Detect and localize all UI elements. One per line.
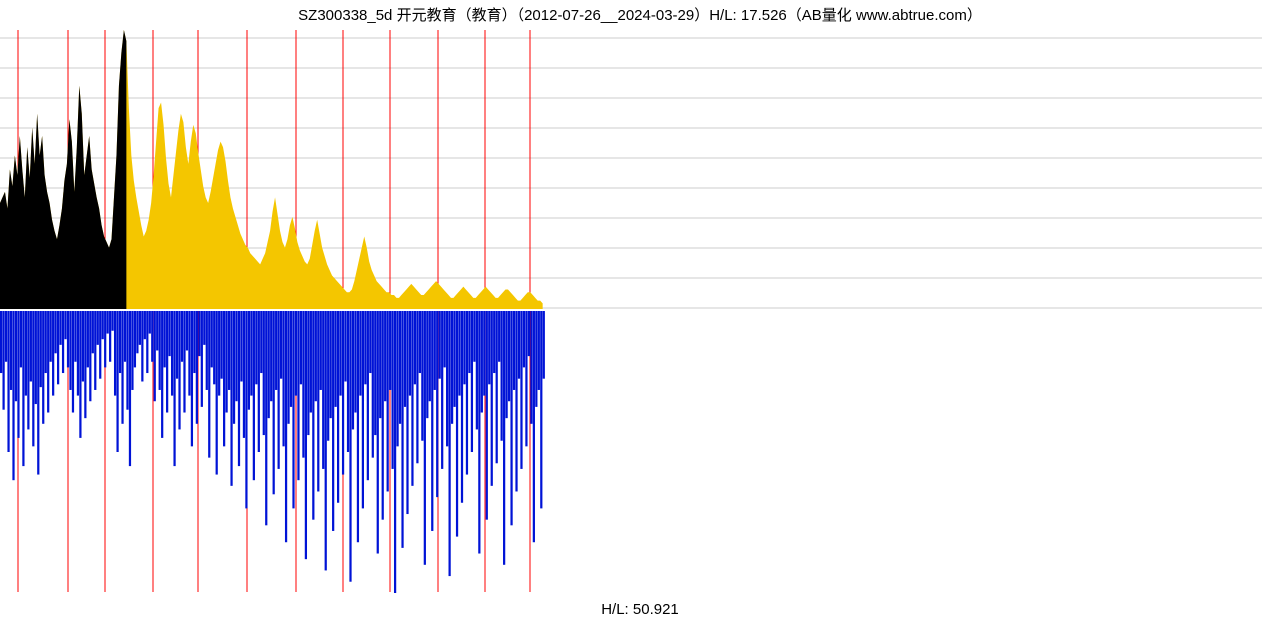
chart-canvas — [0, 0, 1280, 620]
chart-bottom-label: H/L: 50.921 — [0, 601, 1280, 618]
stock-chart: SZ300338_5d 开元教育（教育）（2012-07-26__2024-03… — [0, 0, 1280, 620]
